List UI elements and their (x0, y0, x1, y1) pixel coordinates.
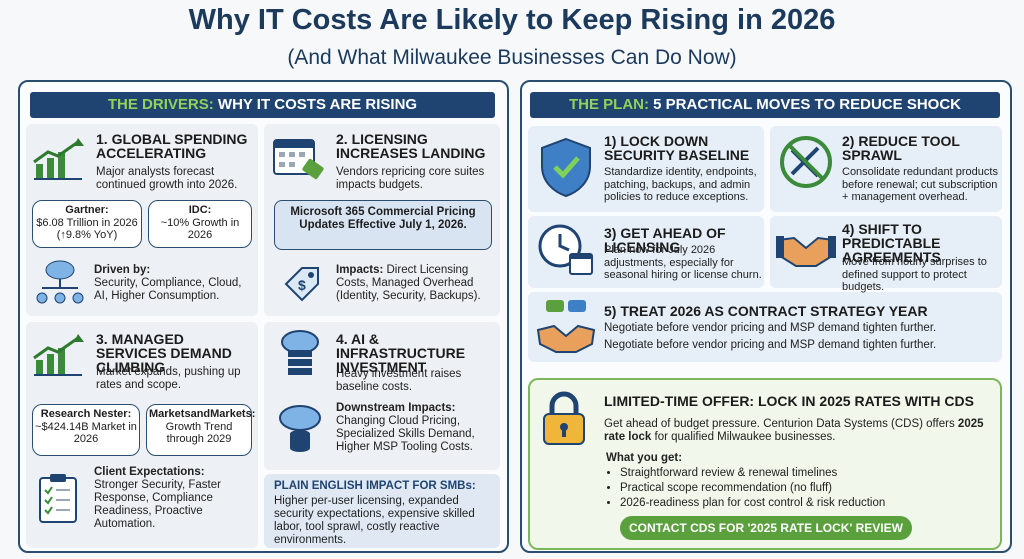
note-text: Stronger Security, Faster Response, Comp… (94, 479, 221, 530)
move-text: Negotiate before vendor pricing and MSP … (604, 322, 937, 334)
stat-box: IDC: ~10% Growth in 2026 (148, 200, 252, 248)
offer-text: Get ahead of budget pressure. Centurion … (604, 418, 992, 444)
icon-shield (541, 137, 591, 198)
heading-text: WHY IT COSTS ARE RISING (217, 96, 418, 113)
offer-list-label: What you get: (606, 452, 683, 464)
offer-bullet: 2026-readiness plan for cost control & r… (620, 496, 1000, 511)
icon-cloud-network (36, 260, 84, 304)
card-title: 2. LICENSING INCREASES LANDING (336, 131, 486, 161)
card-title: 1. GLOBAL SPENDING ACCELERATING (96, 131, 248, 161)
move-title: 5) TREAT 2026 AS CONTRACT STRATEGY YEAR (604, 303, 928, 319)
icon-cloud-server (281, 330, 319, 375)
move-text: Consolidate redundant products before re… (842, 166, 998, 203)
subtitle: (And What Milwaukee Businesses Can Do No… (287, 46, 737, 69)
offer-list: Straightforward review & renewal timelin… (606, 466, 1000, 511)
drivers-heading: THE DRIVERS: WHY IT COSTS ARE RISING (30, 92, 495, 118)
heading-accent: THE DRIVERS: (107, 96, 214, 113)
move-card (528, 292, 1002, 362)
icon-cloud-database (279, 405, 321, 452)
card-note: Client Expectations: Stronger Security, F… (94, 466, 254, 531)
note-label: Client Expectations: (94, 466, 205, 478)
stat-text: $6.08 Trillion in 2026 (↑9.8% YoY) (36, 216, 138, 242)
stat-label: Gartner: (65, 204, 109, 216)
stat-box: MarketsandMarkets: Growth Trend through 2… (146, 404, 256, 456)
icon-handshake (776, 236, 836, 267)
move-title: 2) REDUCE TOOL SPRAWL (842, 133, 960, 163)
icon-handshake-chat (536, 300, 596, 353)
icon-no-tools (780, 136, 832, 188)
offer-text-bold: 2025 rate lock (604, 418, 984, 443)
card-text: Heavy investment raises baseline costs. (336, 368, 462, 393)
note-text: Changing Cloud Pricing, Specialized Skil… (336, 415, 475, 453)
stat-label: IDC: (188, 204, 212, 216)
move-text: Plan now for July 2026 adjustments, espe… (604, 244, 762, 281)
heading-accent: THE PLAN: (569, 96, 649, 113)
callout: Microsoft 365 Commercial Pricing Updates… (274, 200, 492, 250)
card-note: Downstream Impacts: Changing Cloud Pricin… (336, 402, 496, 454)
card-note: Impacts: Direct Licensing Costs, Managed… (336, 264, 496, 303)
icon-price-tag: $ (284, 267, 319, 302)
move-text: Negotiate before vendor pricing and MSP … (604, 339, 937, 351)
move-title: 4) SHIFT TO PREDICTABLE AGREEMENTS (842, 221, 941, 265)
title: Why IT Costs Are Likely to Keep Rising i… (188, 4, 836, 36)
move-title: 3) GET AHEAD OF LICENSING (604, 225, 726, 255)
stat-label: Research Nester: (40, 408, 132, 420)
heading-text: 5 PRACTICAL MOVES TO REDUCE SHOCK (653, 96, 961, 113)
offer-text-start: Get ahead of budget pressure. Centurion … (604, 418, 955, 430)
stat-text: ~10% Growth in 2026 (160, 216, 240, 242)
icon-calendar (273, 139, 324, 180)
cta-button[interactable]: CONTACT CDS FOR '2025 RATE LOCK' REVIEW (620, 516, 912, 540)
move-text: Standardize identity, endpoints, patchin… (604, 166, 757, 203)
card-title: 3. MANAGED SERVICES DEMAND CLIMBING (96, 331, 232, 375)
impact-text: Higher per-user licensing, expanded secu… (274, 495, 475, 546)
note-text: Direct Licensing Costs, Managed Overhead… (336, 264, 481, 302)
offer-bullet: Straightforward review & renewal timelin… (620, 466, 1000, 481)
note-label: Driven by: (94, 264, 151, 276)
card-note: Driven by: Security, Compliance, Cloud, A… (94, 264, 256, 303)
icon-growth (33, 138, 84, 180)
note-text: Security, Compliance, Cloud, AI, Higher … (94, 277, 242, 302)
card-text: Major analysts forecast continued growth… (96, 166, 238, 191)
offer-bullet: Practical scope recommendation (no fluff… (620, 481, 1000, 496)
stat-box: Gartner: $6.08 Trillion in 2026 (↑9.8% Yo… (32, 200, 142, 248)
note-label: Impacts: (336, 264, 384, 276)
move-title: 1) LOCK DOWN SECURITY BASELINE (604, 133, 750, 163)
move-text: Move from hourly surprises to defined su… (842, 256, 987, 293)
impact-label: PLAIN ENGLISH IMPACT FOR SMBs: (274, 480, 476, 492)
stat-box: Research Nester: ~$424.14B Market in 2026 (32, 404, 140, 456)
note-label: Downstream Impacts: (336, 402, 456, 414)
offer-title: LIMITED-TIME OFFER: LOCK IN 2025 RATES W… (604, 393, 974, 409)
offer-text-end: for qualified Milwaukee businesses. (654, 431, 836, 443)
stat-text: Growth Trend through 2029 (165, 420, 233, 446)
stat-label: MarketsandMarkets: (149, 408, 256, 420)
card-text: Market expands, pushing up rates and sco… (96, 366, 241, 391)
stat-text: ~$424.14B Market in 2026 (35, 420, 137, 446)
icon-clock-calendar (538, 224, 593, 275)
plan-heading: THE PLAN: 5 PRACTICAL MOVES TO REDUCE SH… (530, 92, 1000, 118)
icon-clipboard (39, 474, 77, 523)
card-title: 4. AI & INFRASTRUCTURE INVESTMENT (336, 331, 466, 375)
icon-lock (543, 391, 585, 445)
impact-box (264, 474, 500, 548)
icon-growth (33, 334, 84, 376)
svg-text:$: $ (298, 277, 306, 293)
card-text: Vendors repricing core suites impacts bu… (336, 166, 485, 191)
